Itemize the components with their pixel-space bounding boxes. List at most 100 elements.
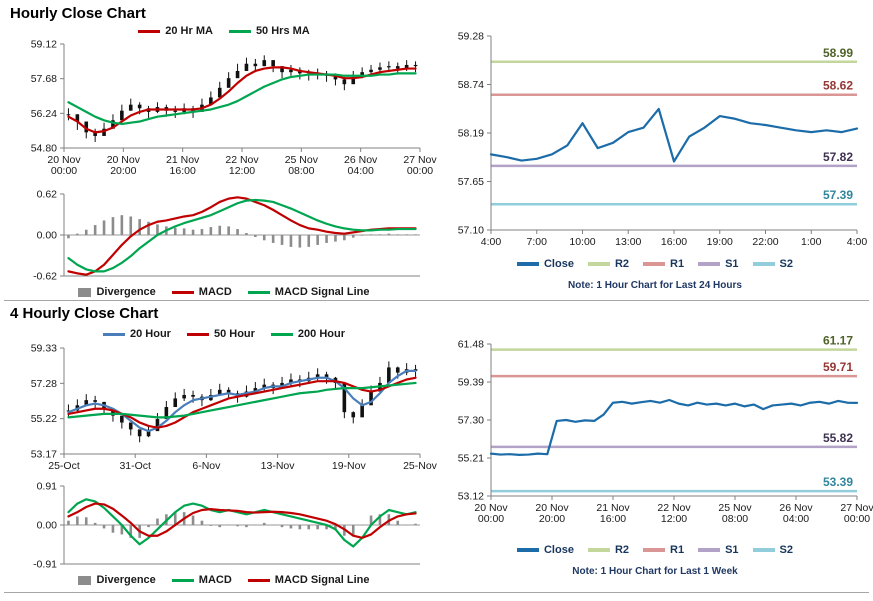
svg-text:4:00: 4:00 [481, 236, 502, 248]
ma20-legend-label: 20 Hr MA [165, 25, 213, 37]
macd-legend-label: MACD [198, 286, 232, 298]
ma200h-legend-label: 200 Hour [297, 328, 345, 340]
hourly-macd-legend: Divergence MACD MACD Signal Line [18, 286, 430, 298]
svg-text:61.48: 61.48 [458, 339, 484, 351]
ma50h-line-swatch [186, 332, 209, 336]
legend-item-divergence: Divergence [78, 286, 156, 298]
svg-text:55.21: 55.21 [458, 453, 484, 465]
svg-text:19-Nov: 19-Nov [332, 460, 367, 472]
legend-item-s2: S2 [752, 258, 794, 270]
s1-4h-legend-label: S1 [725, 544, 739, 556]
close-4h-legend-label: Close [543, 544, 574, 556]
legend-item-macd-4h: MACD [171, 574, 232, 586]
legend-item-close-4h: Close [516, 544, 574, 556]
r1-line-swatch [643, 262, 666, 266]
legend-item-close: Close [516, 258, 574, 270]
bottom-divider [4, 592, 869, 593]
svg-text:19:00: 19:00 [707, 236, 733, 248]
ma20h-line-swatch [102, 332, 125, 336]
svg-text:7:00: 7:00 [527, 236, 548, 248]
ma50-legend-label: 50 Hrs MA [255, 25, 310, 37]
s1-4h-line-swatch [698, 548, 721, 552]
ma20-line-swatch [138, 29, 161, 33]
svg-text:58.19: 58.19 [458, 128, 484, 140]
svg-text:61.17: 61.17 [823, 334, 853, 348]
legend-item-macd-signal: MACD Signal Line [247, 286, 370, 298]
svg-text:57.10: 57.10 [458, 225, 484, 237]
svg-text:59.33: 59.33 [31, 343, 57, 355]
hourly-ma-legend: 20 Hr MA 50 Hrs MA [18, 25, 430, 37]
svg-text:59.71: 59.71 [823, 360, 853, 374]
svg-text:13:00: 13:00 [615, 236, 641, 248]
s2-4h-legend-label: S2 [779, 544, 794, 556]
svg-text:54.80: 54.80 [31, 143, 57, 155]
svg-text:31-Oct: 31-Oct [119, 460, 151, 472]
s1-legend-label: S1 [725, 258, 739, 270]
legend-item-20hr-ma: 20 Hr MA [138, 25, 213, 37]
divergence-4h-swatch [78, 575, 92, 585]
svg-text:58.62: 58.62 [823, 79, 853, 93]
s2-legend-label: S2 [779, 258, 794, 270]
r2-4h-legend-label: R2 [614, 544, 630, 556]
macd-line-swatch [171, 290, 194, 294]
svg-text:1:00: 1:00 [801, 236, 822, 248]
svg-text:59.39: 59.39 [458, 377, 484, 389]
legend-item-50hour-ma: 50 Hour [186, 328, 255, 340]
legend-item-200hour-ma: 200 Hour [270, 328, 345, 340]
macd-signal-line-swatch [247, 290, 270, 294]
svg-text:58.99: 58.99 [823, 46, 853, 60]
legend-item-r2: R2 [587, 258, 629, 270]
hourly-section-title: Hourly Close Chart [10, 5, 146, 22]
svg-text:16:00: 16:00 [661, 236, 687, 248]
svg-text:55.82: 55.82 [823, 431, 853, 445]
legend-item-50hr-ma: 50 Hrs MA [228, 25, 310, 37]
s2-4h-line-swatch [752, 548, 775, 552]
svg-text:13-Nov: 13-Nov [261, 460, 296, 472]
ma200h-line-swatch [270, 332, 293, 336]
divergence-swatch [78, 287, 92, 297]
svg-text:53.12: 53.12 [458, 491, 484, 503]
legend-item-macd: MACD [171, 286, 232, 298]
divergence-legend-label: Divergence [96, 286, 156, 298]
macd-signal-4h-line-swatch [247, 578, 270, 582]
svg-text:55.22: 55.22 [31, 413, 57, 425]
hourly-chart-note: Note: 1 Hour Chart for Last 24 Hours [568, 280, 742, 291]
r2-line-swatch [587, 262, 610, 266]
four-hourly-section-title: 4 Hourly Close Chart [10, 305, 159, 322]
hourly-macd-chart: 0.62 0.00 -0.62 [33, 189, 420, 283]
svg-text:-0.62: -0.62 [33, 271, 57, 283]
svg-text:10:00: 10:00 [569, 236, 595, 248]
s1-line-swatch [698, 262, 721, 266]
legend-item-s1: S1 [698, 258, 739, 270]
r1-4h-legend-label: R1 [670, 544, 685, 556]
svg-text:6-Nov: 6-Nov [192, 460, 221, 472]
legend-item-r1: R1 [643, 258, 684, 270]
macd-4h-legend-label: MACD [198, 574, 232, 586]
svg-text:57.68: 57.68 [31, 73, 57, 85]
svg-text:4:00: 4:00 [847, 236, 868, 248]
svg-text:0.91: 0.91 [37, 481, 58, 493]
divergence-4h-legend-label: Divergence [96, 574, 156, 586]
r2-4h-line-swatch [587, 548, 610, 552]
svg-text:22:00: 22:00 [752, 236, 778, 248]
svg-text:57.30: 57.30 [458, 415, 484, 427]
svg-text:-0.91: -0.91 [33, 559, 57, 571]
four-hourly-pivot-legend: Close R2 R1 S1 S2 [445, 544, 865, 556]
legend-item-macd-signal-4h: MACD Signal Line [247, 574, 370, 586]
ma50-line-swatch [228, 29, 251, 33]
r1-legend-label: R1 [670, 258, 685, 270]
